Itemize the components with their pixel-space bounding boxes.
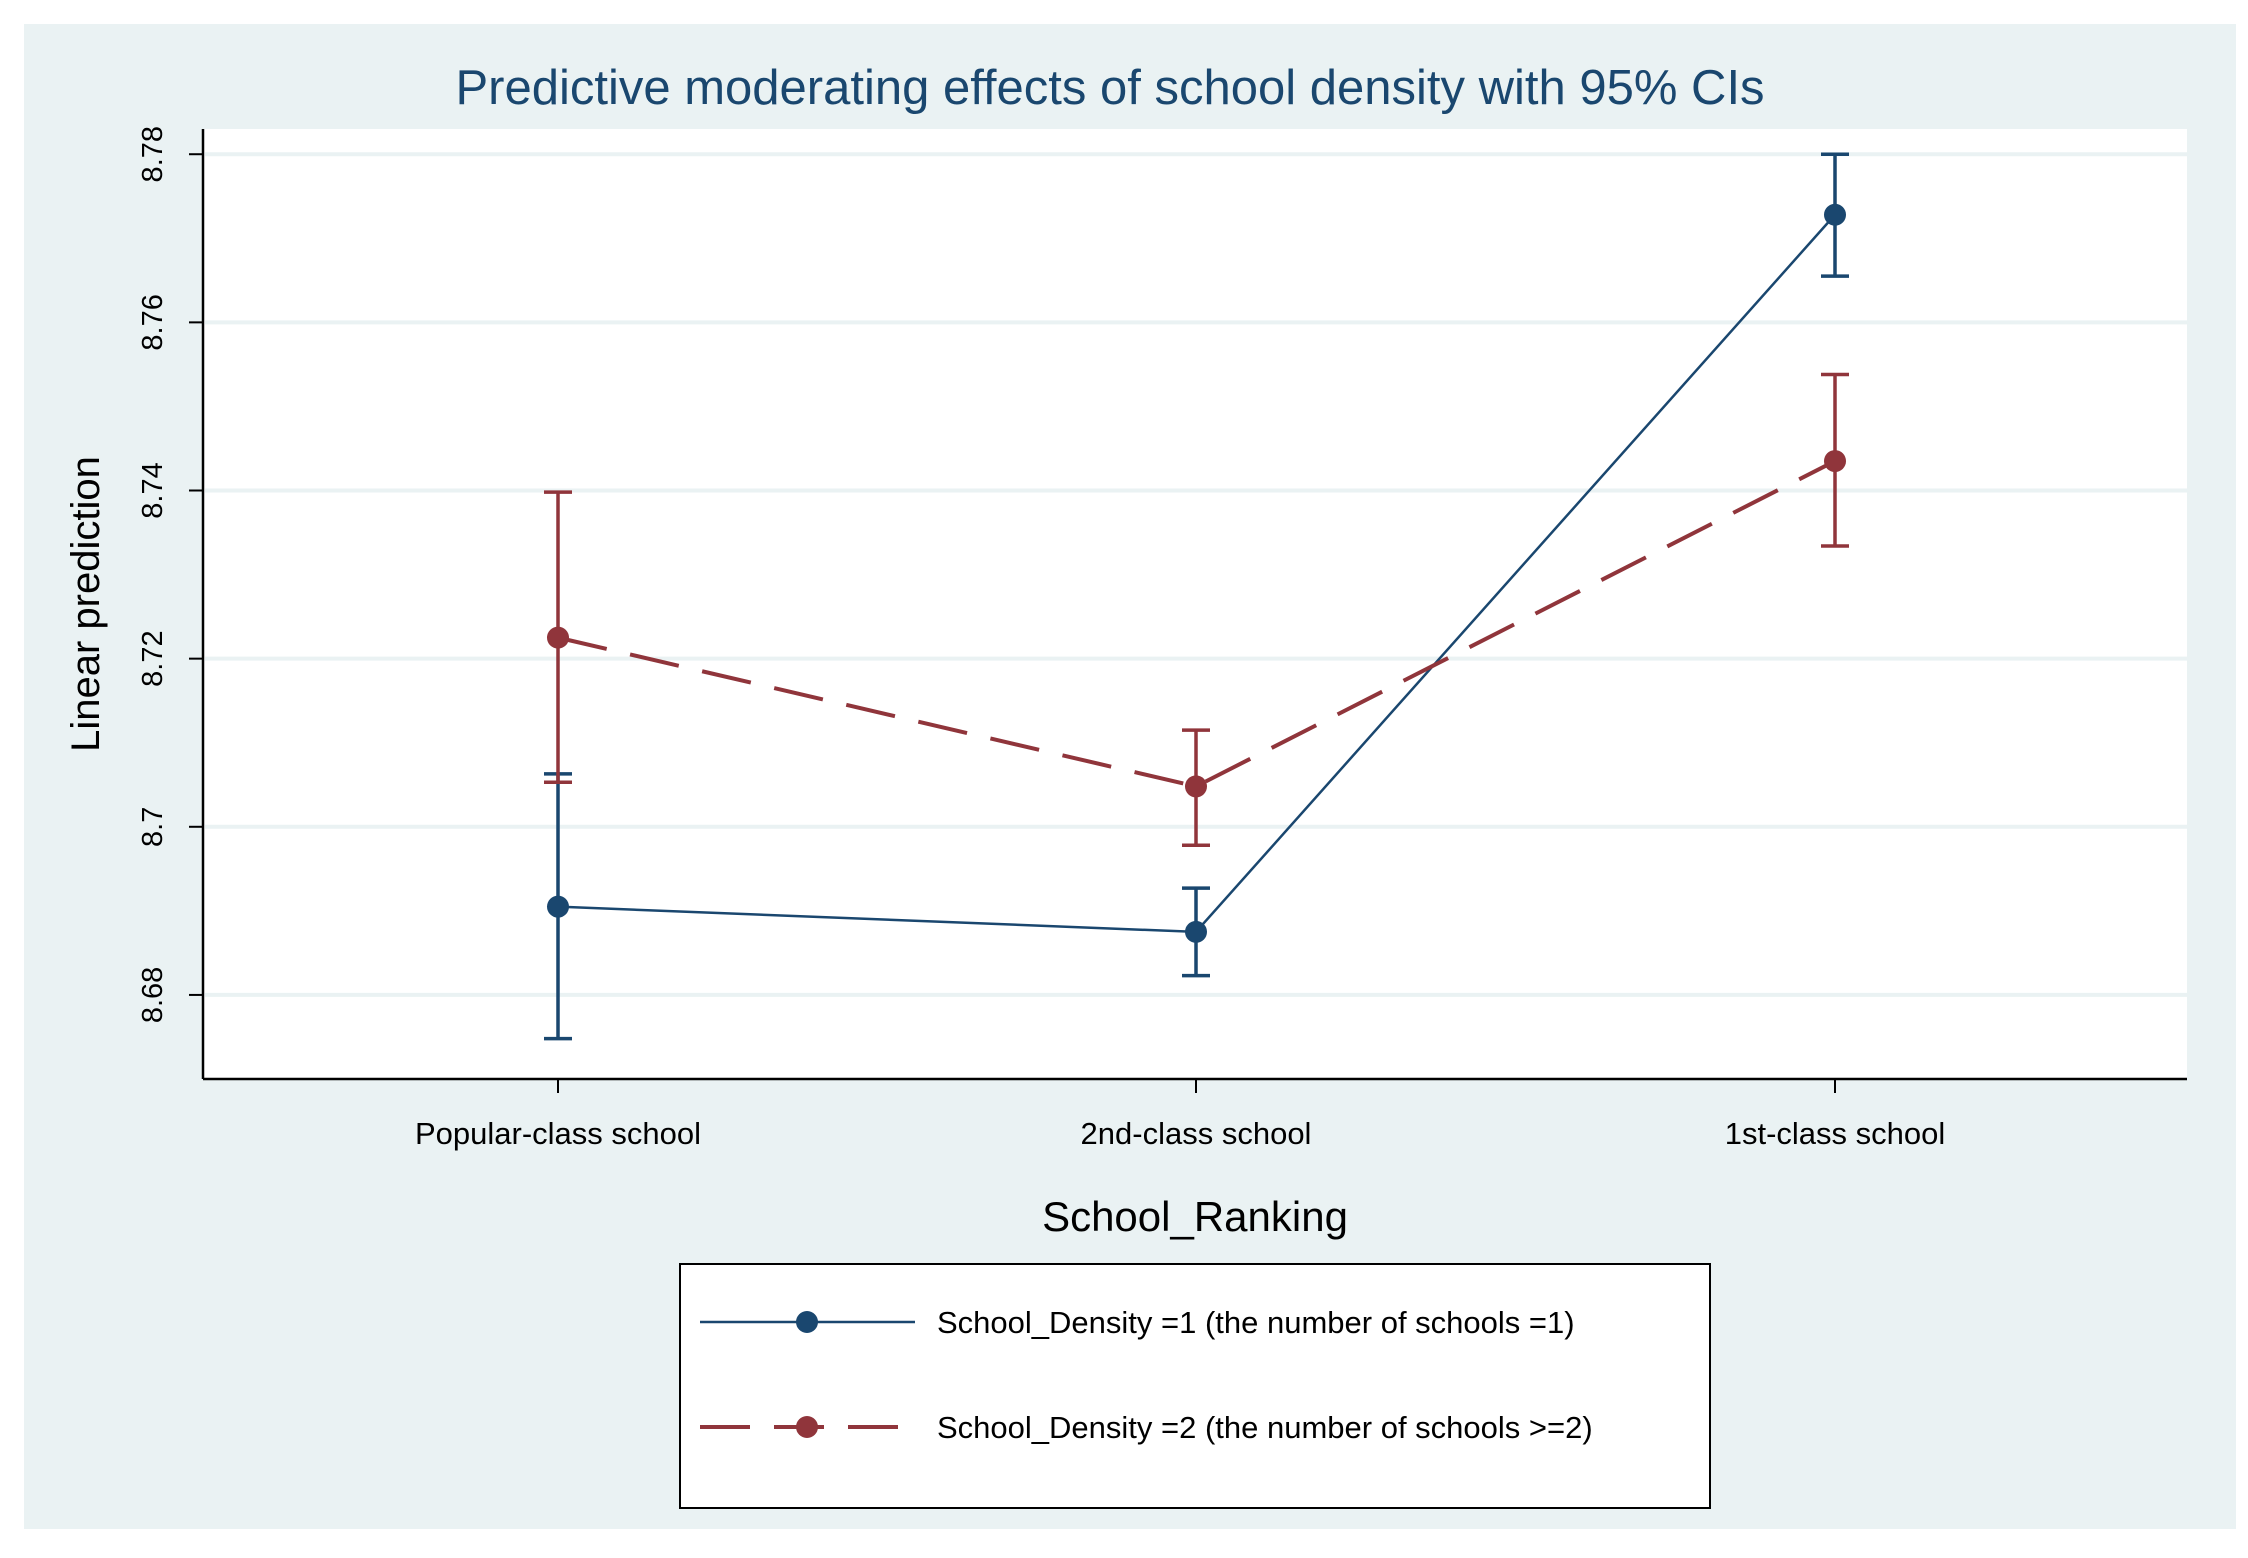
- x-tick-label: Popular-class school: [415, 1116, 701, 1151]
- tick-labels: 8.68 8.7 8.72 8.74 8.76 8.78 Popular-class sch…: [137, 126, 1945, 1151]
- series-1: [544, 152, 1849, 1041]
- data-point: [547, 895, 569, 918]
- legend-label: School_Density =1 (the number of schools…: [937, 1305, 1575, 1340]
- series-2: [544, 372, 1849, 848]
- y-axis-label: Linear prediction: [64, 456, 108, 752]
- data-point: [1185, 920, 1207, 943]
- x-tick-label: 1st-class school: [1725, 1116, 1946, 1151]
- y-tick-label: 8.74: [137, 462, 169, 518]
- data-point: [547, 626, 569, 649]
- legend-label: School_Density =2 (the number of schools…: [937, 1410, 1593, 1445]
- axes: [189, 129, 2187, 1093]
- series-line: [557, 459, 1836, 789]
- legend-box: [679, 1263, 1711, 1509]
- chart-title: Predictive moderating effects of school …: [455, 61, 1764, 115]
- legend: School_Density =1 (the number of schools…: [679, 1263, 1711, 1509]
- data-point: [1824, 203, 1846, 226]
- y-tick-label: 8.76: [137, 294, 169, 350]
- data-series: [544, 152, 1849, 1041]
- grid-lines: [205, 152, 2187, 997]
- legend-marker: [796, 1311, 818, 1333]
- legend-item-1: School_Density =1 (the number of schools…: [700, 1305, 1575, 1340]
- data-point: [1185, 775, 1207, 798]
- y-tick-label: 8.72: [137, 630, 169, 686]
- legend-marker: [796, 1416, 818, 1438]
- data-point: [1824, 450, 1846, 473]
- y-tick-label: 8.7: [137, 807, 169, 847]
- y-tick-label: 8.68: [137, 967, 169, 1023]
- y-tick-label: 8.78: [137, 126, 169, 182]
- legend-item-2: School_Density =2 (the number of schools…: [700, 1410, 1593, 1445]
- x-tick-label: 2nd-class school: [1081, 1116, 1312, 1151]
- x-axis-label: School_Ranking: [1042, 1193, 1348, 1240]
